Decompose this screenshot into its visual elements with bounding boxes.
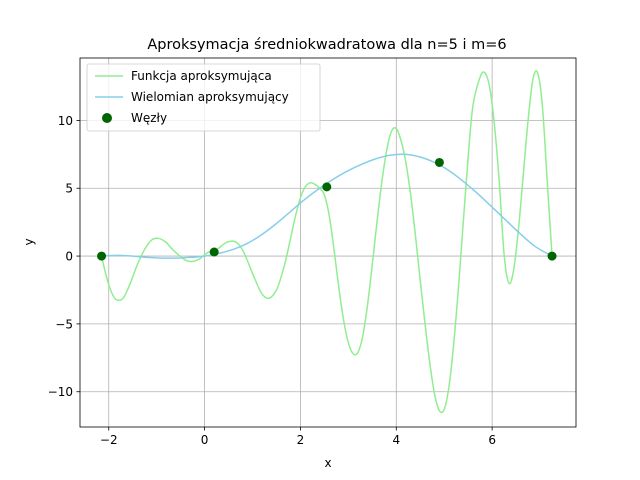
y-tick-label: 10	[58, 114, 73, 128]
x-tick-label: 6	[488, 433, 496, 447]
legend-box	[86, 63, 321, 132]
legend-label-wielomian: Wielomian aproksymujący	[131, 90, 289, 104]
node-point	[547, 251, 557, 261]
node-point	[322, 182, 332, 192]
legend: Funkcja aproksymująca Wielomian aproksym…	[86, 63, 321, 132]
y-tick-label: −10	[48, 385, 73, 399]
legend-swatch-wezly	[102, 113, 112, 123]
x-tick-label: −2	[100, 433, 118, 447]
x-axis-label: x	[324, 456, 331, 470]
axis-ticks: −2 0 2 4 6 −10 −5 0 5 10	[48, 114, 496, 447]
x-tick-label: 0	[201, 433, 209, 447]
legend-label-wezly: Węzły	[131, 111, 167, 125]
x-tick-label: 4	[392, 433, 400, 447]
y-tick-label: −5	[55, 317, 73, 331]
y-tick-label: 5	[65, 182, 73, 196]
axes-frame	[79, 57, 577, 428]
node-point	[209, 247, 219, 257]
series-line-funkcja	[100, 70, 553, 414]
chart-title: Aproksymacja średniokwadratowa dla n=5 i…	[147, 37, 506, 53]
legend-label-funkcja: Funkcja aproksymująca	[131, 69, 272, 83]
node-point	[434, 157, 444, 167]
node-point	[97, 251, 107, 261]
y-axis-label: y	[22, 238, 36, 245]
y-tick-label: 0	[65, 250, 73, 264]
plot-area	[97, 70, 557, 414]
x-tick-label: 2	[297, 433, 305, 447]
